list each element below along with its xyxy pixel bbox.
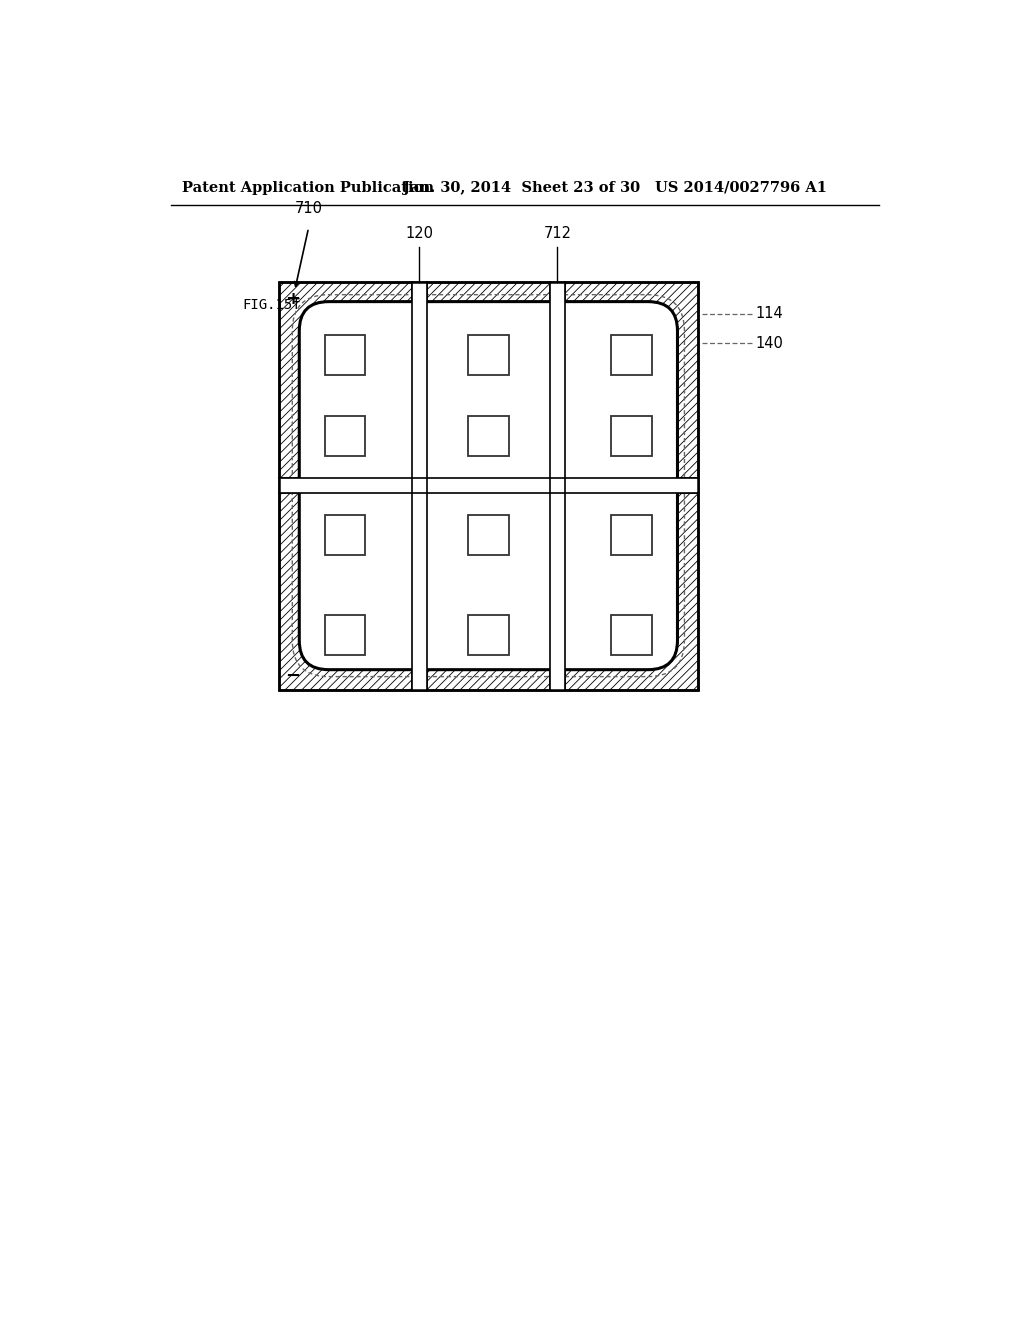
Text: 712: 712 bbox=[544, 226, 571, 240]
Bar bbox=[611, 335, 651, 375]
Bar bbox=[326, 515, 366, 556]
Bar bbox=[280, 478, 697, 494]
Bar bbox=[280, 281, 697, 689]
Bar bbox=[326, 615, 366, 655]
Bar bbox=[611, 515, 651, 556]
Bar bbox=[280, 478, 697, 494]
Text: 710: 710 bbox=[295, 201, 323, 216]
Text: −: − bbox=[285, 667, 300, 685]
Bar bbox=[468, 615, 509, 655]
Text: FIG.15f: FIG.15f bbox=[243, 298, 301, 312]
Bar bbox=[550, 281, 565, 689]
Bar bbox=[468, 416, 509, 455]
Bar bbox=[412, 281, 427, 689]
Bar bbox=[299, 478, 678, 494]
Text: US 2014/0027796 A1: US 2014/0027796 A1 bbox=[655, 181, 827, 194]
Text: Jan. 30, 2014  Sheet 23 of 30: Jan. 30, 2014 Sheet 23 of 30 bbox=[403, 181, 640, 194]
Bar bbox=[326, 416, 366, 455]
Bar bbox=[611, 416, 651, 455]
Bar bbox=[550, 302, 565, 669]
Bar bbox=[326, 335, 366, 375]
Bar bbox=[468, 335, 509, 375]
Bar bbox=[611, 615, 651, 655]
Text: 140: 140 bbox=[755, 335, 783, 351]
Bar bbox=[468, 515, 509, 556]
Bar bbox=[412, 302, 427, 669]
Bar bbox=[412, 282, 427, 689]
Bar bbox=[550, 282, 565, 689]
Text: Patent Application Publication: Patent Application Publication bbox=[182, 181, 434, 194]
Bar bbox=[280, 281, 697, 689]
Text: +: + bbox=[285, 289, 300, 308]
Text: 114: 114 bbox=[755, 306, 782, 322]
Text: 120: 120 bbox=[406, 226, 433, 240]
FancyBboxPatch shape bbox=[299, 302, 678, 669]
